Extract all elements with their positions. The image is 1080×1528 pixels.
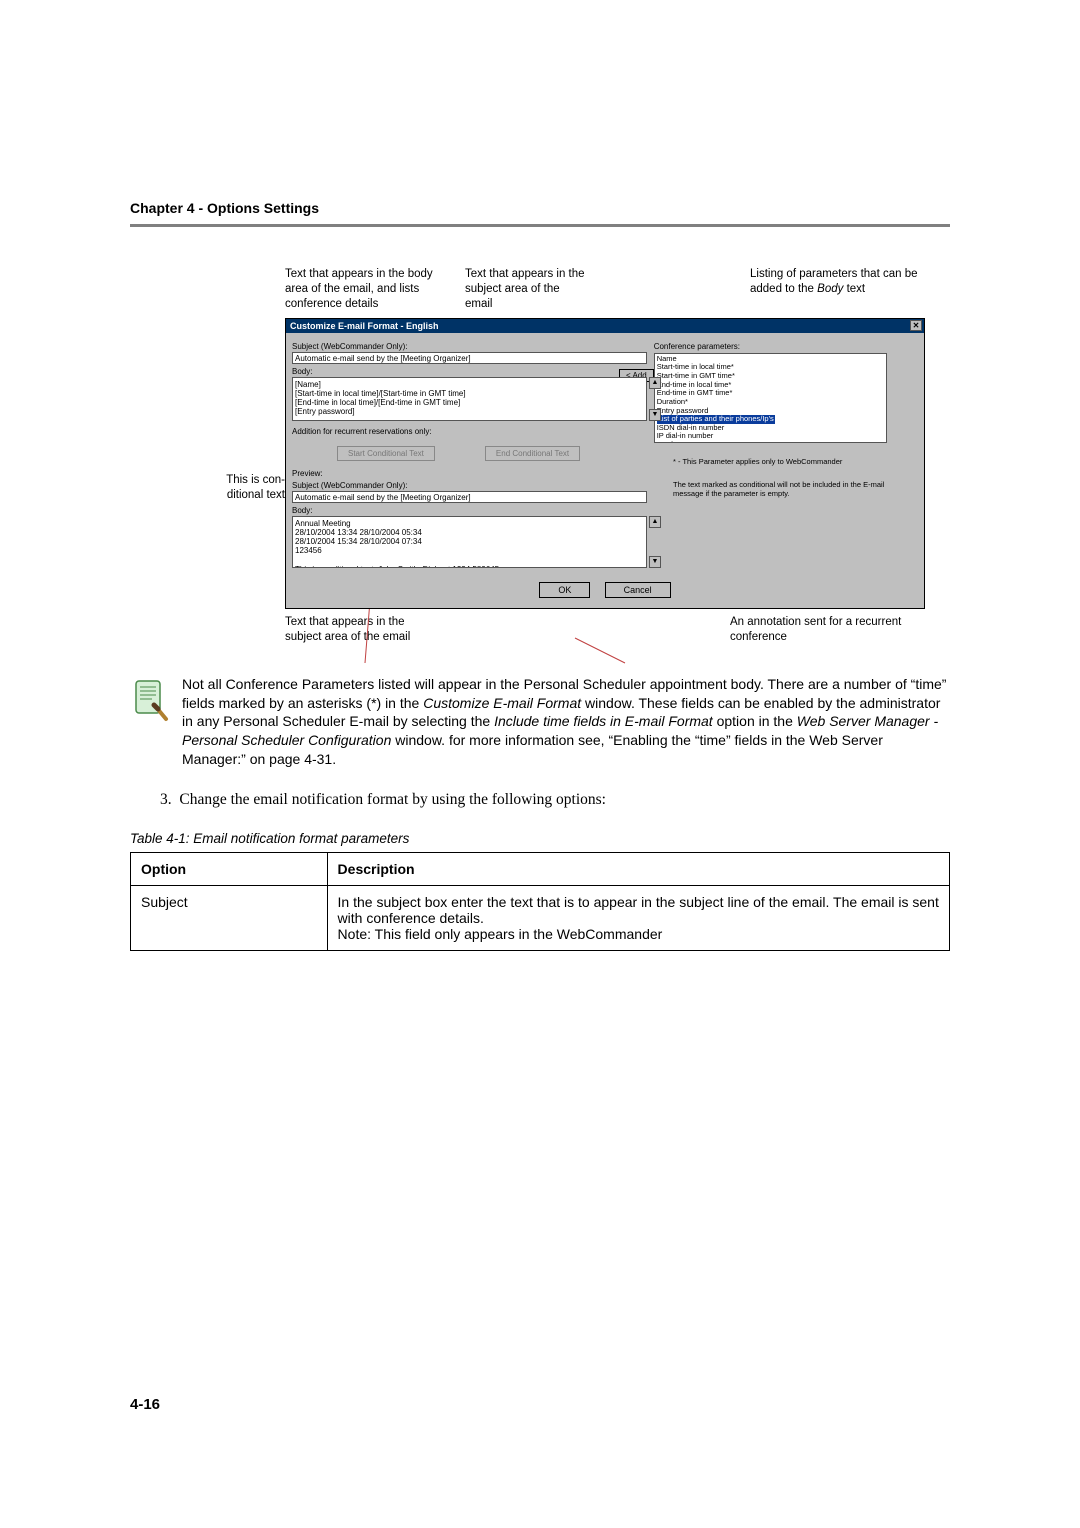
table-caption: Table 4-1: Email notification format par… <box>130 831 950 846</box>
note-span: Customize E-mail Format <box>423 695 581 711</box>
subject-label: Subject (WebCommander Only): <box>292 342 647 351</box>
param-note-asterisk: * - This Parameter applies only to WebCo… <box>673 457 887 466</box>
step-3: 3. Change the email notification format … <box>160 791 950 809</box>
subject-input[interactable]: Automatic e-mail send by the [Meeting Or… <box>292 352 647 364</box>
note-paragraph: Not all Conference Parameters listed wil… <box>182 675 950 769</box>
param-item[interactable]: End-time in GMT time* <box>657 389 884 398</box>
recurrent-label: Addition for recurrent reservations only… <box>292 427 647 436</box>
cancel-button[interactable]: Cancel <box>605 582 671 598</box>
note-icon <box>130 677 170 730</box>
callout-body-text: Text that appears in the body area of th… <box>285 267 465 312</box>
email-format-figure: Text that appears in the body area of th… <box>285 267 950 645</box>
header-rule <box>130 224 950 227</box>
callout-conditional-text: This is con-ditional text <box>215 473 285 503</box>
callout-bottom-recurrent: An annotation sent for a recurrent confe… <box>730 615 950 645</box>
close-icon[interactable]: ✕ <box>910 320 922 331</box>
step-number: 3. <box>160 791 172 808</box>
page-number: 4-16 <box>130 1396 160 1413</box>
preview-subject-input: Automatic e-mail send by the [Meeting Or… <box>292 491 647 503</box>
preview-subject-label: Subject (WebCommander Only): <box>292 481 647 490</box>
info-note: Not all Conference Parameters listed wil… <box>130 675 950 769</box>
dialog-title-text: Customize E-mail Format - English <box>290 321 439 331</box>
note-span: option in the <box>713 713 797 729</box>
chapter-header: Chapter 4 - Options Settings <box>130 200 950 216</box>
scroll-up-icon[interactable]: ▲ <box>649 377 661 389</box>
options-table: Option Description Subject In the subjec… <box>130 852 950 951</box>
note-span: Include time fields in E-mail Format <box>494 713 713 729</box>
param-note-conditional: The text marked as conditional will not … <box>673 480 887 498</box>
th-option: Option <box>131 853 328 886</box>
td-option: Subject <box>131 886 328 951</box>
callout-params-c: text <box>843 283 865 295</box>
preview-body-textarea: Annual Meeting 28/10/2004 13:34 28/10/20… <box>292 516 647 568</box>
params-listbox[interactable]: Name Start-time in local time* Start-tim… <box>654 353 887 443</box>
scroll-down-icon[interactable]: ▼ <box>649 556 661 568</box>
params-label: Conference parameters: <box>654 342 887 351</box>
ok-button[interactable]: OK <box>539 582 590 598</box>
scroll-up-icon[interactable]: ▲ <box>649 516 661 528</box>
callout-bottom-subject: Text that appears in the subject area of… <box>285 615 465 645</box>
body-textarea[interactable]: [Name] [Start-time in local time]/[Start… <box>292 377 647 421</box>
step-text: Change the email notification format by … <box>179 791 606 808</box>
customize-email-dialog: Customize E-mail Format - English ✕ Subj… <box>285 318 925 609</box>
callout-subject-text: Text that appears in the subject area of… <box>465 267 615 312</box>
preview-label: Preview: <box>292 469 647 478</box>
end-conditional-button[interactable]: End Conditional Text <box>485 446 580 461</box>
callout-params-list: Listing of parameters that can be added … <box>750 267 950 312</box>
td-description: In the subject box enter the text that i… <box>327 886 949 951</box>
start-conditional-button[interactable]: Start Conditional Text <box>337 446 435 461</box>
scroll-down-icon[interactable]: ▼ <box>649 409 661 421</box>
dialog-titlebar: Customize E-mail Format - English ✕ <box>286 319 924 333</box>
param-item[interactable]: Conference ID <box>657 441 884 443</box>
preview-body-label: Body: <box>292 506 647 515</box>
callout-params-b: Body <box>817 283 843 295</box>
th-description: Description <box>327 853 949 886</box>
body-label: Body: <box>292 367 647 376</box>
